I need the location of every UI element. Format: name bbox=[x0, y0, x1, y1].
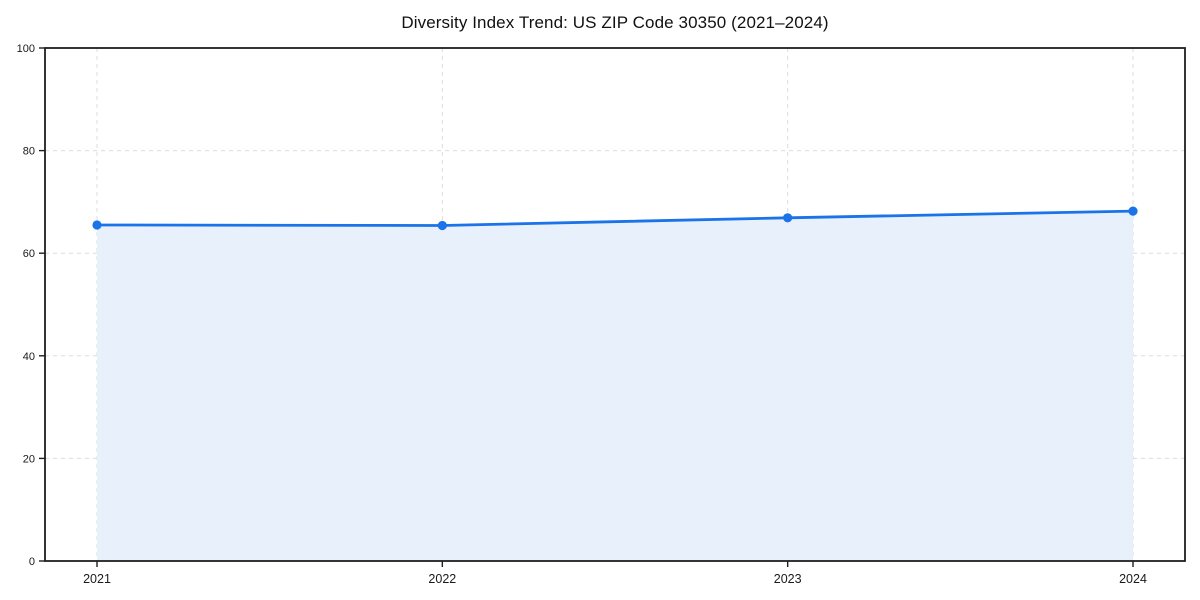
x-tick-label: 2021 bbox=[83, 572, 111, 586]
trend-line bbox=[95, 209, 1135, 227]
data-point-2022 bbox=[437, 220, 447, 231]
chart-title: Diversity Index Trend: US ZIP Code 30350… bbox=[401, 13, 829, 32]
area-fill bbox=[97, 211, 1133, 561]
data-point-2021 bbox=[92, 220, 102, 230]
x-tick-label: 2023 bbox=[774, 572, 802, 586]
x-tick-label: 2024 bbox=[1119, 572, 1147, 586]
plot-frame bbox=[44, 47, 1186, 562]
y-tick-label: 80 bbox=[23, 146, 35, 158]
y-tick-label: 0 bbox=[29, 556, 35, 568]
y-tick-label: 100 bbox=[17, 43, 35, 55]
data-point-2024 bbox=[1128, 206, 1138, 216]
x-tick-label: 2022 bbox=[428, 572, 456, 586]
y-tick-label: 60 bbox=[23, 248, 35, 260]
data-point-2023 bbox=[783, 213, 793, 223]
y-tick-label: 20 bbox=[23, 453, 35, 465]
y-tick-label: 40 bbox=[23, 351, 35, 363]
